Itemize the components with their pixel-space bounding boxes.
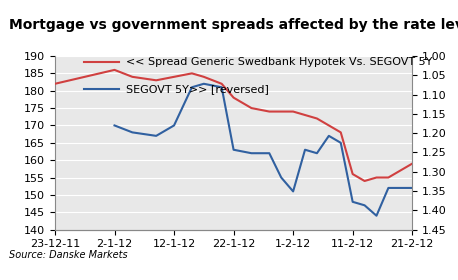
Text: SEGOVT 5Y>> [reversed]: SEGOVT 5Y>> [reversed]	[126, 84, 269, 94]
Text: Mortgage vs government spreads affected by the rate level: Mortgage vs government spreads affected …	[9, 18, 458, 32]
Text: Source: Danske Markets: Source: Danske Markets	[9, 250, 128, 260]
Text: << Spread Generic Swedbank Hypotek Vs. SEGOVT 5Y: << Spread Generic Swedbank Hypotek Vs. S…	[126, 57, 433, 67]
